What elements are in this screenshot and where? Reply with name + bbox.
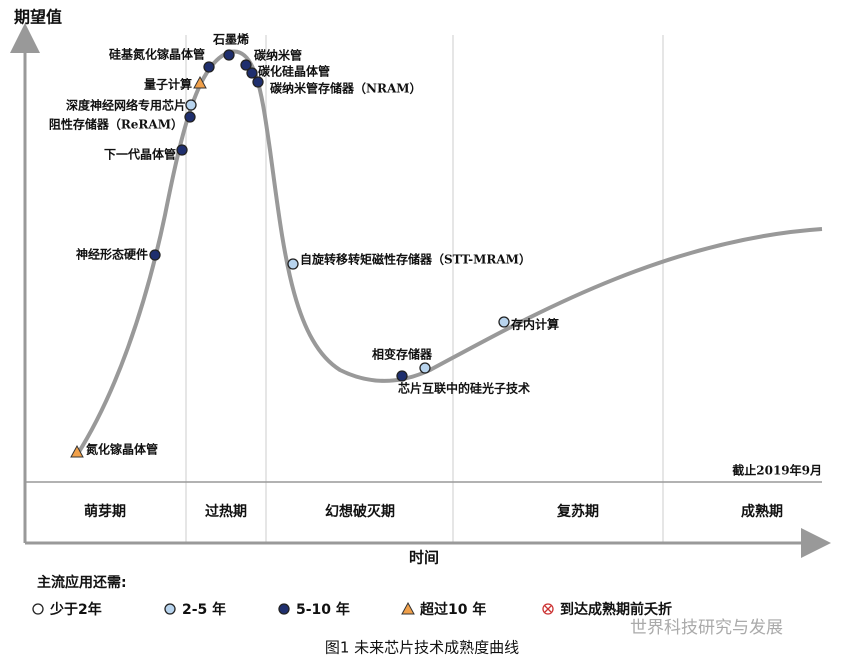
marker — [401, 601, 415, 615]
tech-label: 下一代晶体管 — [104, 147, 176, 162]
marker — [184, 111, 196, 123]
marker — [32, 603, 44, 615]
marker — [396, 370, 408, 382]
marker — [287, 258, 299, 270]
phase-label: 复苏期 — [556, 503, 599, 520]
tech-label: 硅基氮化镓晶体管 — [109, 47, 205, 62]
tech-label: 碳纳米管 — [254, 48, 302, 63]
dynamic: 萌芽期 过热期 幻想破灭期 复苏期 成熟期 氮化镓晶体管 神经形态硬件 下一代晶体管 阻性存储器… — [32, 32, 783, 618]
marker — [498, 316, 510, 328]
marker — [278, 603, 290, 615]
marker — [193, 75, 207, 89]
tech-label: 神经形态硬件 — [76, 247, 148, 262]
tech-label: 阻性存储器（ReRAM） — [49, 117, 183, 132]
legend-label: 超过10 年 — [419, 601, 486, 618]
tech-label: 自旋转移转矩磁性存储器（STT-MRAM） — [300, 252, 531, 267]
legend-title: 主流应用还需: — [37, 574, 127, 591]
marker — [164, 603, 176, 615]
marker — [176, 144, 188, 156]
marker — [203, 61, 215, 73]
phase-label: 过热期 — [205, 503, 247, 520]
tech-label: 深度神经网络专用芯片 — [66, 98, 186, 113]
legend-label: 2-5 年 — [182, 601, 226, 618]
marker-cross — [544, 605, 552, 613]
tech-label: 碳纳米管存储器（NRAM） — [270, 81, 422, 96]
phase-label: 萌芽期 — [84, 503, 126, 520]
legend-label: 少于2年 — [49, 601, 102, 618]
y-axis-label: 期望值 — [14, 8, 62, 27]
marker — [149, 249, 161, 261]
legend-label: 到达成熟期前夭折 — [560, 601, 672, 618]
marker — [419, 362, 431, 374]
hype-curve — [75, 49, 823, 457]
phase-label: 成熟期 — [741, 503, 783, 520]
marker — [240, 59, 252, 71]
tech-label: 石墨烯 — [212, 32, 249, 47]
legend-label: 5-10 年 — [296, 601, 350, 618]
marker — [246, 67, 258, 79]
tech-label: 碳化硅晶体管 — [258, 64, 330, 79]
watermark: 世界科技研究与发展 — [630, 618, 783, 638]
tech-label: 氮化镓晶体管 — [86, 442, 158, 457]
note: 截止2019年9月 — [732, 463, 822, 478]
marker — [185, 99, 197, 111]
marker — [70, 444, 84, 458]
phase-label: 幻想破灭期 — [325, 503, 395, 520]
tech-label: 量子计算 — [144, 77, 192, 92]
tech-label: 存内计算 — [510, 317, 559, 332]
marker — [223, 49, 235, 61]
tech-label: 相变存储器 — [372, 347, 433, 362]
tech-label: 芯片互联中的硅光子技术 — [398, 381, 530, 396]
marker — [252, 76, 264, 88]
x-axis-label: 时间 — [409, 549, 439, 567]
caption: 图1 未来芯片技术成熟度曲线 — [325, 639, 519, 657]
